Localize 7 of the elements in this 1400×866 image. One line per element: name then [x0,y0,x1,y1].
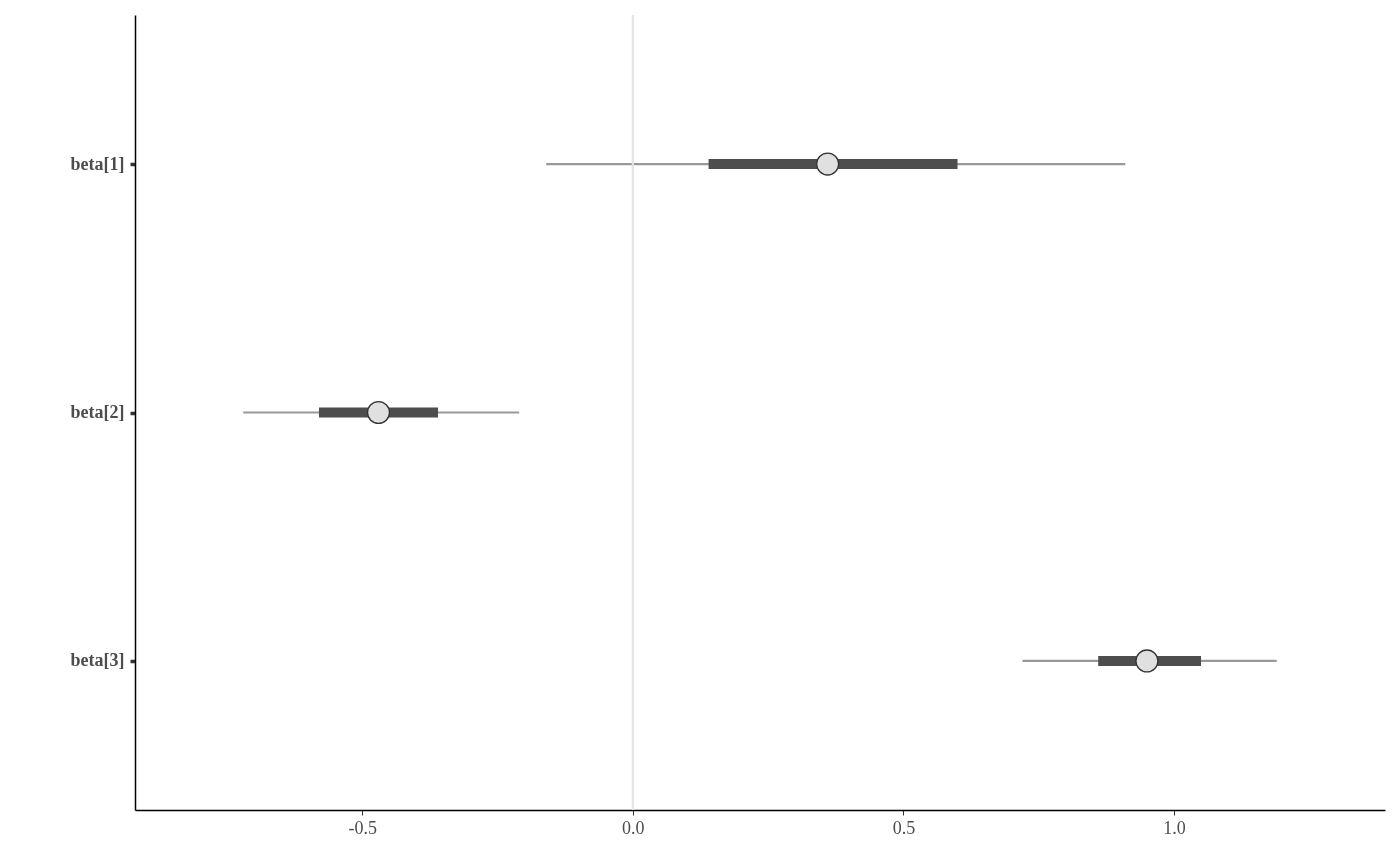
y-tick-label: beta[3] [70,650,125,671]
x-tick-label: 0.5 [892,817,916,838]
x-tick-label: 1.0 [1163,817,1186,838]
x-tick-label: 0.0 [622,817,645,838]
x-tick-label: -0.5 [348,817,378,838]
y-tick-label: beta[1] [70,153,125,174]
y-tick-label: beta[2] [70,402,125,422]
